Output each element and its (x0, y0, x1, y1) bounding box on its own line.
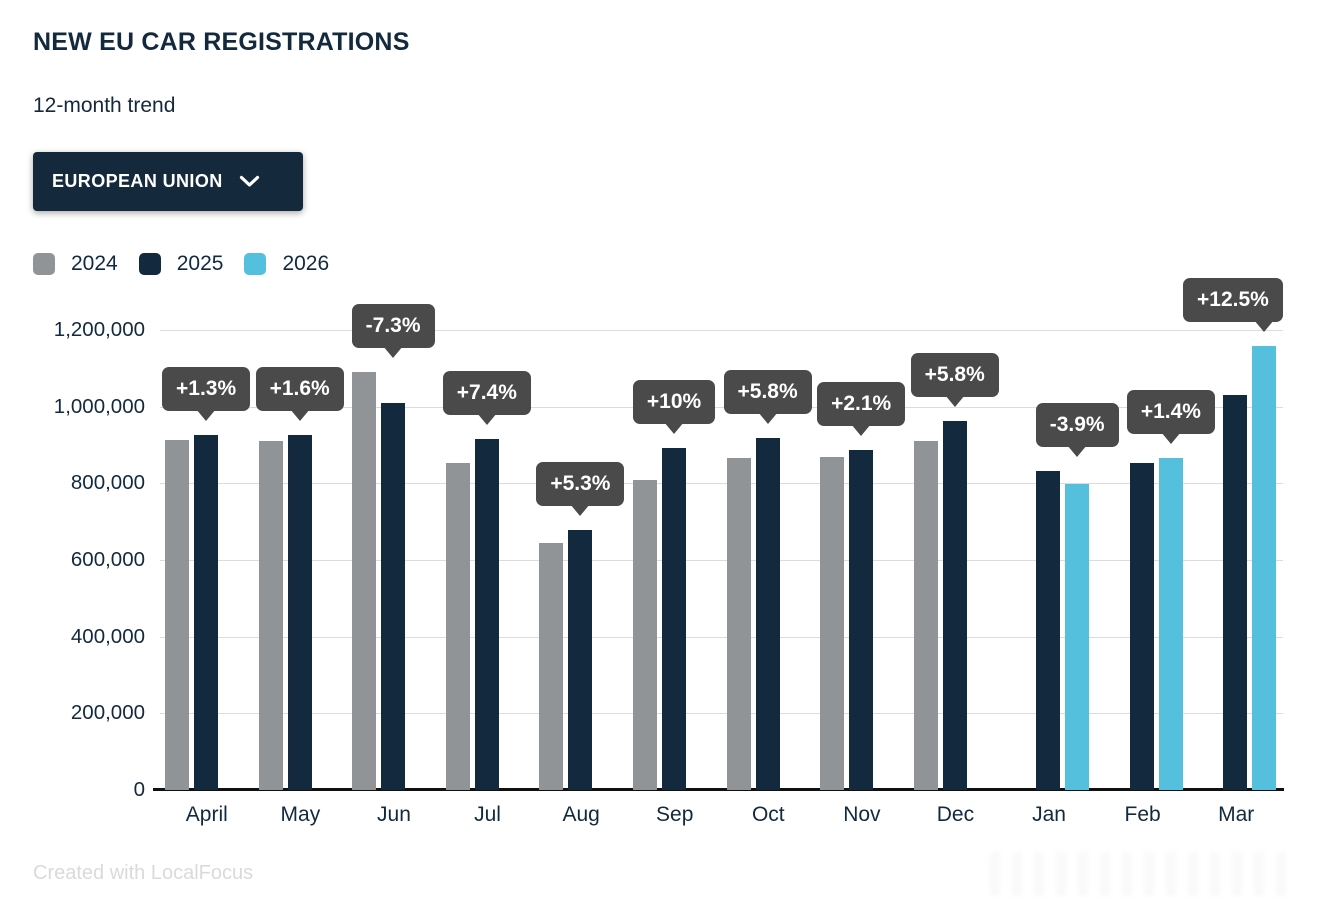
bar-2024-oct[interactable] (726, 458, 751, 790)
x-axis-line (153, 788, 1284, 791)
x-axis-label: Aug (562, 803, 600, 826)
bar-2025-may[interactable] (287, 435, 312, 790)
x-axis-label: Dec (936, 803, 975, 826)
bar-2024-may[interactable] (258, 440, 283, 790)
delta-label-aug: +5.3% (536, 462, 625, 507)
bar-2024-sep[interactable] (632, 479, 657, 790)
delta-label-dec: +5.8% (910, 352, 999, 397)
delta-label-april: +1.3% (162, 367, 251, 412)
legend-swatch-2026 (244, 253, 267, 275)
y-tick-label: 0 (133, 778, 145, 801)
x-axis-label: Jun (377, 803, 411, 826)
x-axis-label: April (185, 803, 228, 826)
bar-2024-jul[interactable] (445, 463, 470, 790)
gridline (160, 560, 1283, 561)
legend-label: 2024 (71, 252, 118, 275)
bar-2025-aug[interactable] (568, 530, 593, 790)
legend: 2024 2025 2026 (33, 252, 329, 276)
region-dropdown-button[interactable]: EUROPEAN UNION (33, 152, 303, 211)
bar-2025-oct[interactable] (755, 438, 780, 790)
delta-label-oct: +5.8% (723, 370, 812, 415)
bar-2025-april[interactable] (194, 435, 218, 790)
x-axis-label: Feb (1124, 803, 1161, 826)
bar-2024-april[interactable] (165, 439, 189, 790)
bar-2025-dec[interactable] (942, 420, 967, 790)
delta-label-pointer (570, 504, 591, 517)
delta-label-nov: +2.1% (817, 381, 906, 426)
bar-2024-nov[interactable] (820, 456, 845, 790)
legend-swatch-2025 (138, 253, 161, 275)
legend-swatch-2024 (33, 253, 55, 275)
bar-2024-aug[interactable] (539, 543, 564, 790)
delta-label-pointer (476, 413, 497, 426)
bar-2025-jan[interactable] (1036, 471, 1061, 790)
legend-label: 2025 (176, 252, 224, 275)
x-axis-label: May (280, 803, 321, 826)
delta-label-pointer (1254, 319, 1275, 332)
x-axis-label: Jul (474, 803, 501, 826)
delta-label-feb: +1.4% (1126, 390, 1215, 435)
y-tick-label: 800,000 (70, 471, 145, 495)
chart-subtitle: 12-month trend (33, 94, 176, 117)
delta-label-pointer (383, 346, 404, 359)
attribution: Created with LocalFocus (33, 862, 254, 884)
delta-label-may: +1.6% (255, 367, 344, 412)
bar-2025-jul[interactable] (474, 439, 499, 790)
gridline (160, 330, 1283, 331)
bar-2026-feb[interactable] (1158, 458, 1183, 790)
region-dropdown-label: EUROPEAN UNION (52, 171, 223, 191)
y-tick-label: 600,000 (70, 548, 145, 571)
x-axis-label: Sep (656, 803, 694, 826)
chart-title: NEW EU CAR REGISTRATIONS (33, 28, 410, 56)
gridline (160, 406, 1283, 408)
x-axis-label: Oct (751, 803, 785, 826)
bar-2024-dec[interactable] (913, 441, 938, 790)
chevron-down-icon (239, 175, 259, 187)
legend-item-2026[interactable]: 2026 (244, 252, 329, 276)
bar-2024-jun[interactable] (352, 372, 377, 790)
delta-label-pointer (663, 422, 684, 435)
x-axis-label: Nov (843, 803, 881, 826)
y-tick-label: 1,200,000 (53, 318, 145, 341)
delta-label-pointer (851, 423, 872, 436)
delta-label-jun: -7.3% (351, 304, 435, 349)
delta-label-pointer (757, 412, 778, 425)
legend-item-2024[interactable]: 2024 (33, 252, 118, 276)
legend-item-2025[interactable]: 2025 (138, 252, 224, 276)
y-tick-label: 1,000,000 (53, 394, 145, 418)
delta-label-pointer (1067, 445, 1088, 458)
bar-2026-mar[interactable] (1252, 345, 1277, 790)
y-tick-label: 400,000 (70, 624, 145, 648)
bar-2026-jan[interactable] (1065, 483, 1090, 790)
bar-2025-sep[interactable] (661, 448, 686, 790)
x-axis-label: Mar (1218, 803, 1255, 826)
delta-label-pointer (1160, 432, 1181, 445)
delta-label-pointer (944, 394, 965, 407)
gridline (160, 483, 1283, 485)
legend-label: 2026 (282, 252, 330, 275)
bar-2025-mar[interactable] (1223, 395, 1248, 790)
bar-2025-jun[interactable] (381, 402, 406, 790)
delta-label-jul: +7.4% (442, 371, 531, 416)
x-axis-label: Jan (1032, 803, 1066, 826)
delta-label-mar: +12.5% (1183, 277, 1283, 322)
delta-label-pointer (289, 409, 310, 422)
gridline (160, 713, 1283, 715)
watermark (990, 852, 1290, 896)
delta-label-pointer (196, 409, 216, 422)
y-tick-label: 200,000 (70, 701, 145, 725)
delta-label-jan: -3.9% (1035, 403, 1119, 448)
gridline (160, 636, 1283, 638)
delta-label-sep: +10% (632, 380, 716, 425)
bar-2025-feb[interactable] (1129, 462, 1154, 790)
bar-2025-nov[interactable] (849, 449, 874, 790)
